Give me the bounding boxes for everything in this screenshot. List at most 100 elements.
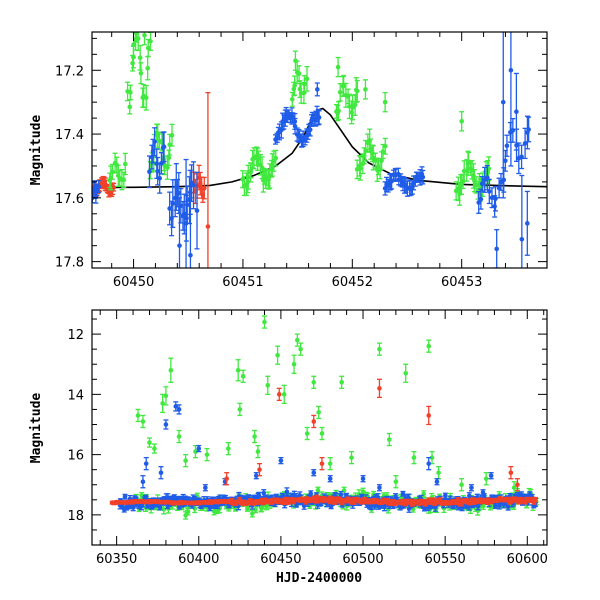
top-series-2-point [169,123,175,147]
top-series-2-point [335,56,341,78]
top-axes-frame [91,31,548,269]
bottom-y-tick-label: 12 [67,328,84,343]
top-series-3-point [314,105,320,123]
top-series-3-point [292,117,298,135]
bottom-series-1-point [393,475,399,489]
bottom-series-1-point [146,437,152,448]
bottom-y-tick-label: 16 [67,449,84,464]
bottom-series-1-point [311,375,317,389]
top-series-3-point [170,179,176,229]
bottom-series-3-point [276,387,282,402]
bottom-series-1-point [376,342,382,356]
bottom-series-1-point [252,429,258,444]
top-series-2-point [292,50,298,71]
bottom-series-2-point [434,478,440,486]
top-series-3-point [486,178,492,205]
bottom-series-1-point [319,426,325,441]
bottom-series-1-point [298,342,304,356]
bottom-series-1-point [429,450,435,465]
top-series-2-point [166,149,172,166]
top-series-2-point [273,149,279,167]
top-series-2-point [164,155,170,180]
top-x-tick-label: 60450 [113,275,154,290]
bottom-series-3-point [508,466,514,480]
top-series-3-point [187,197,193,268]
top-series-2-point [336,101,342,121]
bottom-series-1-point [275,345,281,365]
bottom-x-tick-label: 60350 [96,552,137,567]
bottom-x-tick-label: 60450 [260,552,301,567]
bottom-series-1-point [341,486,347,495]
top-series-2-point [145,38,151,58]
top-series-3-point [152,127,158,157]
bottom-series-1-point [294,333,300,347]
top-series-3-point [191,161,197,210]
bottom-series-2-point [360,475,366,483]
bottom-series-1-point [204,447,210,462]
bottom-series-1-point [459,478,465,492]
top-series-2-point [357,156,363,181]
top-series-2-point [459,111,465,132]
bottom-series-1-point [135,408,141,423]
top-series-2-point [145,56,151,81]
top-series-2-point [304,66,310,92]
top-series-2-point [337,83,343,102]
bottom-series-1-point [253,506,259,514]
top-series-3-point [478,188,484,210]
bottom-series-1-point [192,444,198,459]
top-series-1-point [201,176,207,200]
top-series-2-point [301,75,307,94]
bottom-axes-frame [91,309,548,546]
bottom-series-2-point [488,472,494,480]
top-series-3-point [492,185,498,212]
bottom-series-2-point [400,490,406,497]
bottom-series-1-point [151,443,157,454]
top-series-3-point [526,116,532,143]
bottom-series-1-point [261,315,267,329]
top-series-1-point [205,91,211,268]
bottom-series-1-point [339,375,345,389]
bottom-series-2-point [442,492,448,499]
bottom-x-axis-label: HJD-2400000 [276,571,362,586]
bottom-series-2-point [426,456,432,471]
top-series-3-point [146,155,152,189]
bottom-x-tick-label: 60500 [342,552,383,567]
top-x-tick-label: 60453 [441,275,482,290]
top-series-3-point [504,134,510,157]
top-series-3-point [519,144,525,170]
bottom-series-1-point [421,490,427,498]
bottom-series-1-point [281,384,287,405]
bottom-y-tick-label: 18 [67,509,84,524]
bottom-series-3-point [319,456,325,471]
top-series-1-point [111,182,117,192]
top-series-2-point [382,137,388,155]
bottom-series-2-point [327,475,333,483]
top-series-3-point [479,175,485,192]
bottom-y-axis-label: Magnitude [29,393,44,464]
top-series-2-point [296,65,302,83]
top-series-2-point [345,88,351,105]
bottom-series-1-point [185,508,191,516]
bottom-series-1-point [403,363,409,383]
bottom-series-1-point [183,453,189,468]
bottom-series-1-point [237,402,243,417]
top-series-3-point [489,187,495,209]
top-y-tick-label: 17.2 [55,64,84,79]
bottom-series-2-point [376,484,382,492]
bottom-series-2-point [466,492,472,500]
top-series-2-point [143,84,149,111]
bottom-series-3-point [311,414,317,429]
bottom-series-3-point [426,405,432,426]
top-y-axis-label: Magnitude [29,115,44,186]
bottom-series-2-point [122,493,128,500]
top-series-3-point [516,142,522,175]
top-series-3-point [508,32,514,167]
top-series-3-point [314,82,320,97]
bottom-series-1-point [327,456,333,471]
top-y-tick-label: 17.6 [55,192,84,207]
bottom-panel: 60350 60400 60450 60500 60550 60600 12 14 16 18 [67,309,548,567]
bottom-series-2-point [163,419,169,430]
top-series-3-point [513,72,519,151]
bottom-series-1-point [225,441,231,456]
bottom-series-3-point [532,496,538,503]
